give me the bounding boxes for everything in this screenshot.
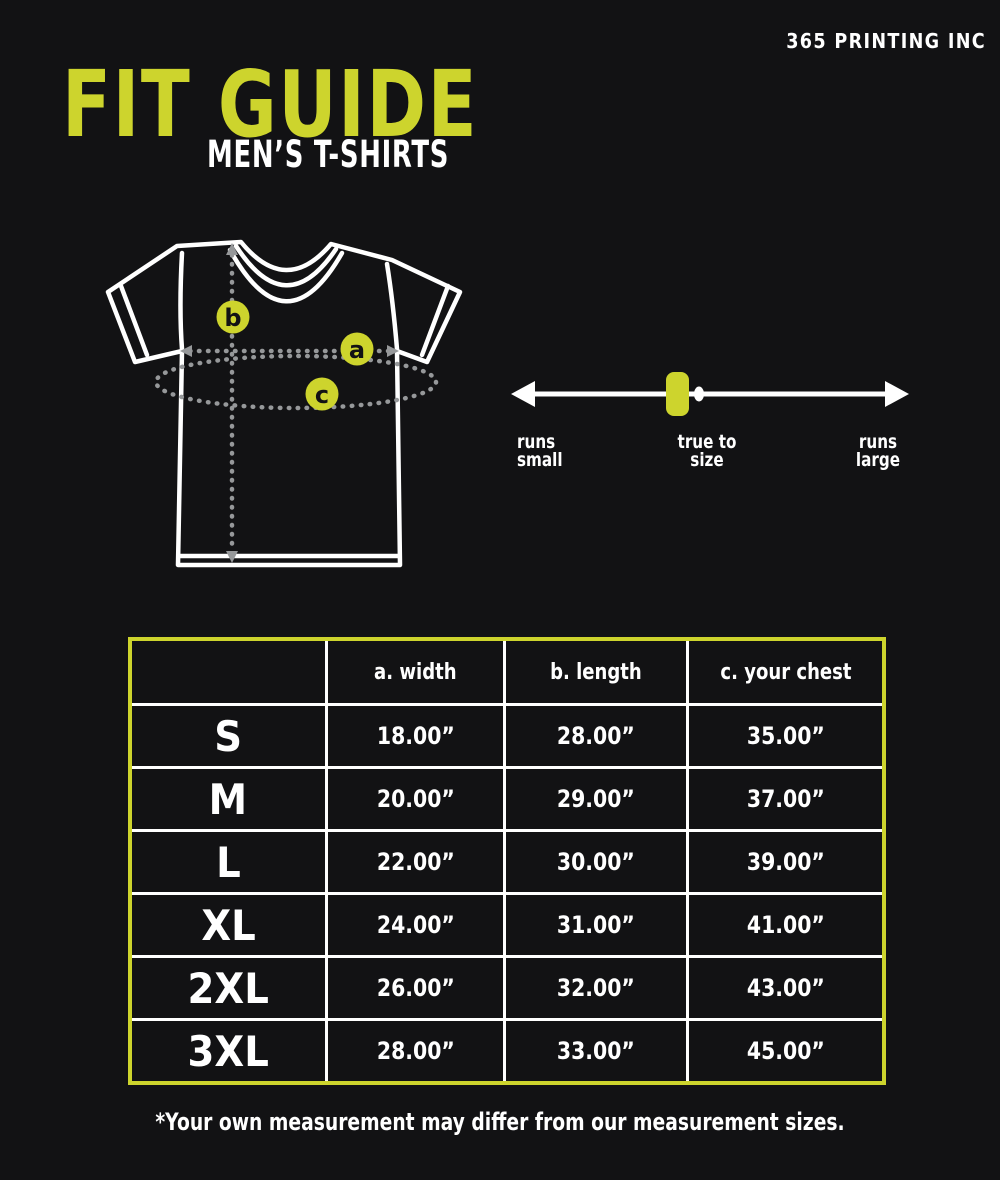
marker-c-badge: c bbox=[305, 377, 339, 411]
table-row: 2XL 26.00” 32.00” 43.00” bbox=[128, 955, 886, 1021]
width-value: 22.00” bbox=[324, 829, 507, 895]
size-label: S bbox=[128, 703, 328, 769]
table-row: XL 24.00” 31.00” 41.00” bbox=[128, 892, 886, 958]
page-title: FIT GUIDE bbox=[62, 51, 479, 158]
table-row: S 18.00” 28.00” 35.00” bbox=[128, 703, 886, 769]
fit-scale bbox=[511, 372, 909, 416]
arrow-down-icon bbox=[226, 551, 238, 563]
chest-value: 45.00” bbox=[686, 1018, 886, 1085]
arrow-right-icon bbox=[387, 345, 399, 357]
size-label: M bbox=[128, 766, 328, 832]
center-tick-dot bbox=[694, 386, 704, 402]
scale-arrow-right-icon bbox=[885, 381, 909, 407]
width-value: 28.00” bbox=[324, 1018, 507, 1085]
marker-c-label: c bbox=[315, 381, 329, 409]
marker-a-label: a bbox=[349, 336, 365, 364]
size-table-header-row: a. width b. length c. your chest bbox=[128, 637, 886, 706]
header-chest: c. your chest bbox=[686, 637, 886, 706]
fit-indicator-pill bbox=[666, 372, 689, 416]
scale-arrow-left-icon bbox=[511, 381, 535, 407]
length-value: 33.00” bbox=[503, 1018, 690, 1085]
chest-value: 37.00” bbox=[686, 766, 886, 832]
brand-name: 365 PRINTING INC bbox=[786, 29, 986, 53]
length-value: 31.00” bbox=[503, 892, 690, 958]
arrow-up-icon bbox=[226, 243, 238, 255]
size-label: XL bbox=[128, 892, 328, 958]
scale-label-true-to-size: true to size bbox=[677, 431, 737, 471]
scale-label-runs-small: runs small bbox=[517, 431, 563, 471]
length-value: 30.00” bbox=[503, 829, 690, 895]
width-value: 24.00” bbox=[324, 892, 507, 958]
chest-value: 41.00” bbox=[686, 892, 886, 958]
length-value: 29.00” bbox=[503, 766, 690, 832]
table-row: L 22.00” 30.00” 39.00” bbox=[128, 829, 886, 895]
chest-value: 35.00” bbox=[686, 703, 886, 769]
header-length: b. length bbox=[503, 637, 690, 706]
marker-a-badge: a bbox=[340, 332, 374, 366]
arrow-left-icon bbox=[180, 345, 192, 357]
tshirt-outline bbox=[105, 239, 463, 568]
chest-value: 43.00” bbox=[686, 955, 886, 1021]
width-value: 18.00” bbox=[324, 703, 507, 769]
width-value: 26.00” bbox=[324, 955, 507, 1021]
chest-value: 39.00” bbox=[686, 829, 886, 895]
marker-b-badge: b bbox=[216, 300, 250, 334]
scale-label-runs-large: runs large bbox=[855, 431, 901, 471]
chest-measure-ellipse bbox=[153, 353, 439, 411]
size-label: 2XL bbox=[128, 955, 328, 1021]
tshirt-diagram-icon: b a c bbox=[105, 239, 463, 568]
page-subtitle: MEN’S T-SHIRTS bbox=[207, 133, 450, 176]
marker-b-label: b bbox=[224, 304, 241, 332]
header-size bbox=[128, 637, 328, 706]
size-label: 3XL bbox=[128, 1018, 328, 1085]
table-row: M 20.00” 29.00” 37.00” bbox=[128, 766, 886, 832]
header-width: a. width bbox=[324, 637, 507, 706]
width-value: 20.00” bbox=[324, 766, 507, 832]
length-value: 32.00” bbox=[503, 955, 690, 1021]
footnote: *Your own measurement may differ from ou… bbox=[155, 1108, 845, 1136]
size-label: L bbox=[128, 829, 328, 895]
table-row: 3XL 28.00” 33.00” 45.00” bbox=[128, 1018, 886, 1085]
length-value: 28.00” bbox=[503, 703, 690, 769]
size-table: a. width b. length c. your chest S 18.00… bbox=[128, 637, 886, 1085]
